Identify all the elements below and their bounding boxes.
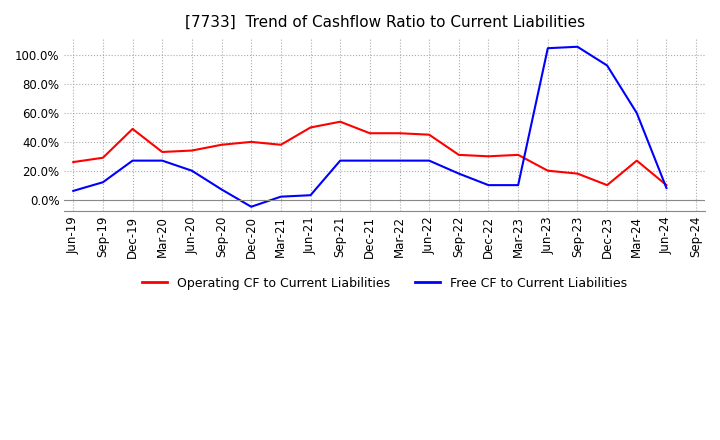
Operating CF to Current Liabilities	[217, 142, 226, 147]
Free CF to Current Liabilities	[188, 168, 197, 173]
Operating CF to Current Liabilities	[662, 183, 671, 188]
Free CF to Current Liabilities	[632, 110, 641, 116]
Free CF to Current Liabilities	[662, 185, 671, 191]
Free CF to Current Liabilities	[217, 187, 226, 192]
Free CF to Current Liabilities	[514, 183, 523, 188]
Legend: Operating CF to Current Liabilities, Free CF to Current Liabilities: Operating CF to Current Liabilities, Fre…	[137, 272, 632, 295]
Operating CF to Current Liabilities	[99, 155, 107, 161]
Operating CF to Current Liabilities	[158, 149, 166, 154]
Operating CF to Current Liabilities	[306, 125, 315, 130]
Free CF to Current Liabilities	[395, 158, 404, 163]
Free CF to Current Liabilities	[158, 158, 166, 163]
Operating CF to Current Liabilities	[544, 168, 552, 173]
Operating CF to Current Liabilities	[395, 131, 404, 136]
Free CF to Current Liabilities	[99, 180, 107, 185]
Operating CF to Current Liabilities	[573, 171, 582, 176]
Free CF to Current Liabilities	[425, 158, 433, 163]
Operating CF to Current Liabilities	[603, 183, 611, 188]
Operating CF to Current Liabilities	[336, 119, 344, 125]
Operating CF to Current Liabilities	[188, 148, 197, 153]
Title: [7733]  Trend of Cashflow Ratio to Current Liabilities: [7733] Trend of Cashflow Ratio to Curren…	[184, 15, 585, 30]
Free CF to Current Liabilities	[336, 158, 344, 163]
Operating CF to Current Liabilities	[128, 126, 137, 132]
Free CF to Current Liabilities	[128, 158, 137, 163]
Operating CF to Current Liabilities	[366, 131, 374, 136]
Free CF to Current Liabilities	[247, 204, 256, 209]
Free CF to Current Liabilities	[306, 193, 315, 198]
Operating CF to Current Liabilities	[454, 152, 463, 158]
Line: Operating CF to Current Liabilities: Operating CF to Current Liabilities	[73, 122, 667, 185]
Operating CF to Current Liabilities	[425, 132, 433, 137]
Operating CF to Current Liabilities	[276, 142, 285, 147]
Operating CF to Current Liabilities	[247, 139, 256, 144]
Operating CF to Current Liabilities	[69, 159, 78, 165]
Free CF to Current Liabilities	[454, 171, 463, 176]
Operating CF to Current Liabilities	[514, 152, 523, 158]
Free CF to Current Liabilities	[276, 194, 285, 199]
Free CF to Current Liabilities	[69, 188, 78, 194]
Free CF to Current Liabilities	[484, 183, 492, 188]
Operating CF to Current Liabilities	[632, 158, 641, 163]
Free CF to Current Liabilities	[366, 158, 374, 163]
Free CF to Current Liabilities	[573, 44, 582, 49]
Line: Free CF to Current Liabilities: Free CF to Current Liabilities	[73, 47, 667, 207]
Free CF to Current Liabilities	[544, 46, 552, 51]
Operating CF to Current Liabilities	[484, 154, 492, 159]
Free CF to Current Liabilities	[603, 63, 611, 68]
